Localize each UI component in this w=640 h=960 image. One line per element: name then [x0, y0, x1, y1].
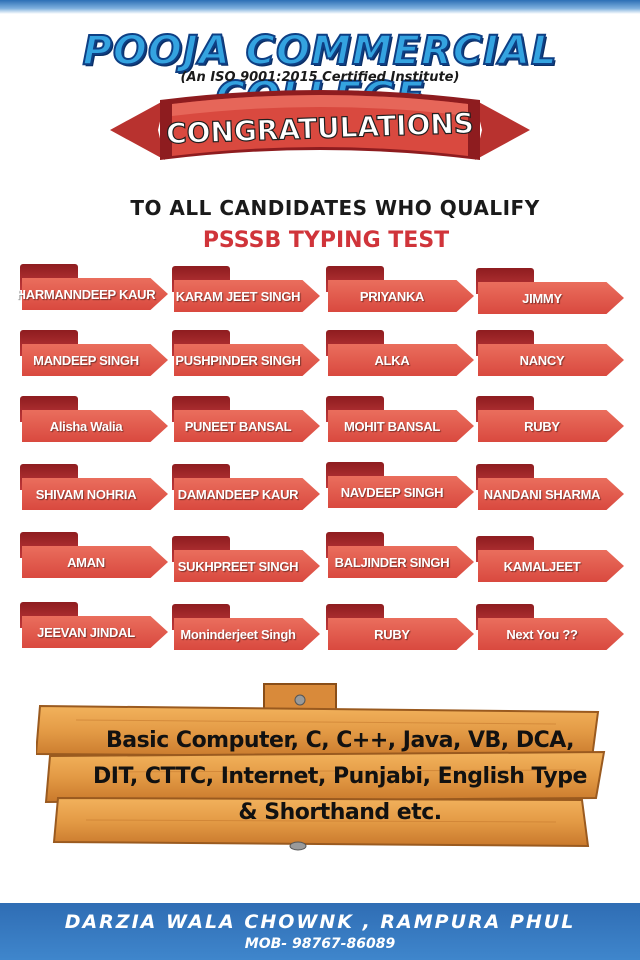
candidate-ribbon: KARAM JEET SINGH [172, 266, 322, 314]
candidate-name: MANDEEP SINGH [33, 352, 139, 368]
candidate-name: Moninderjeet Singh [180, 626, 296, 642]
candidate-name: RUBY [524, 418, 560, 434]
candidate-name: JIMMY [522, 290, 562, 306]
candidate-name: ALKA [374, 352, 410, 368]
candidate-name: RUBY [374, 626, 410, 642]
candidate-ribbon: SUKHPREET SINGH [172, 536, 322, 584]
candidate-name: NAVDEEP SINGH [340, 484, 444, 500]
certification-text: (An ISO 9001:2015 Certified Institute) [180, 70, 460, 85]
test-name-heading: PSSSB TYPING TEST [202, 228, 450, 253]
candidate-ribbon: JEEVAN JINDAL [20, 602, 170, 650]
courses-line-2: DIT, CTTC, Internet, Punjabi, English Ty… [93, 764, 587, 789]
candidate-ribbon: MANDEEP SINGH [20, 330, 170, 378]
candidate-name: KARAM JEET SINGH [175, 288, 301, 304]
top-stripe [0, 0, 640, 14]
candidate-ribbon: DAMANDEEP KAUR [172, 464, 322, 512]
candidate-ribbon: MOHIT BANSAL [326, 396, 476, 444]
candidate-ribbon: RUBY [326, 604, 476, 652]
candidate-ribbon: PUNEET BANSAL [172, 396, 322, 444]
candidate-ribbon: NANDANI SHARMA [476, 464, 626, 512]
candidate-name: BALJINDER SINGH [334, 554, 450, 570]
courses-line-1: Basic Computer, C, C++, Java, VB, DCA, [105, 728, 575, 753]
candidate-name: Next You ?? [506, 626, 578, 642]
wooden-board [36, 683, 606, 851]
footer-bar: DARZIA WALA CHOWNK , RAMPURA PHUL MOB- 9… [0, 903, 640, 960]
candidate-ribbon: PRIYANKA [326, 266, 476, 314]
candidate-ribbon: NAVDEEP SINGH [326, 462, 476, 510]
candidate-name: PUSHPINDER SINGH [175, 352, 301, 368]
courses-line-3: & Shorthand etc. [238, 800, 442, 825]
candidate-ribbon: NANCY [476, 330, 626, 378]
candidate-ribbon: HARMANNDEEP KAUR [16, 264, 170, 312]
candidate-name: PUNEET BANSAL [184, 418, 292, 434]
qualify-heading: TO ALL CANDIDATES WHO QUALIFY [130, 196, 540, 220]
candidate-ribbon: JIMMY [476, 268, 626, 316]
candidate-name: JEEVAN JINDAL [37, 624, 135, 640]
candidate-name: AMAN [67, 554, 105, 570]
candidate-ribbon: KAMALJEET [476, 536, 626, 584]
candidate-name: HARMANNDEEP KAUR [16, 286, 156, 302]
candidate-ribbon: ALKA [326, 330, 476, 378]
congratulations-banner [110, 90, 530, 160]
candidate-name: KAMALJEET [503, 558, 581, 574]
candidate-ribbon: PUSHPINDER SINGH [172, 330, 322, 378]
footer-mobile: MOB- 98767-86089 [244, 936, 396, 952]
candidate-ribbon: Alisha Walia [20, 396, 170, 444]
candidate-name: SHIVAM NOHRIA [35, 486, 137, 502]
candidate-name: PRIYANKA [359, 288, 425, 304]
candidate-name: NANDANI SHARMA [483, 486, 601, 502]
candidate-ribbon: BALJINDER SINGH [326, 532, 476, 580]
candidate-ribbon: Next You ?? [476, 604, 626, 652]
candidate-name: DAMANDEEP KAUR [177, 486, 299, 502]
candidate-ribbon: SHIVAM NOHRIA [20, 464, 170, 512]
candidate-name: SUKHPREET SINGH [177, 558, 299, 574]
candidate-name: NANCY [519, 352, 565, 368]
candidate-ribbon: RUBY [476, 396, 626, 444]
candidate-name: MOHIT BANSAL [343, 418, 441, 434]
candidate-ribbon: AMAN [20, 532, 170, 580]
candidate-name: Alisha Walia [49, 418, 123, 434]
footer-address: DARZIA WALA CHOWNK , RAMPURA PHUL [64, 911, 576, 933]
candidate-ribbon: Moninderjeet Singh [172, 604, 322, 652]
